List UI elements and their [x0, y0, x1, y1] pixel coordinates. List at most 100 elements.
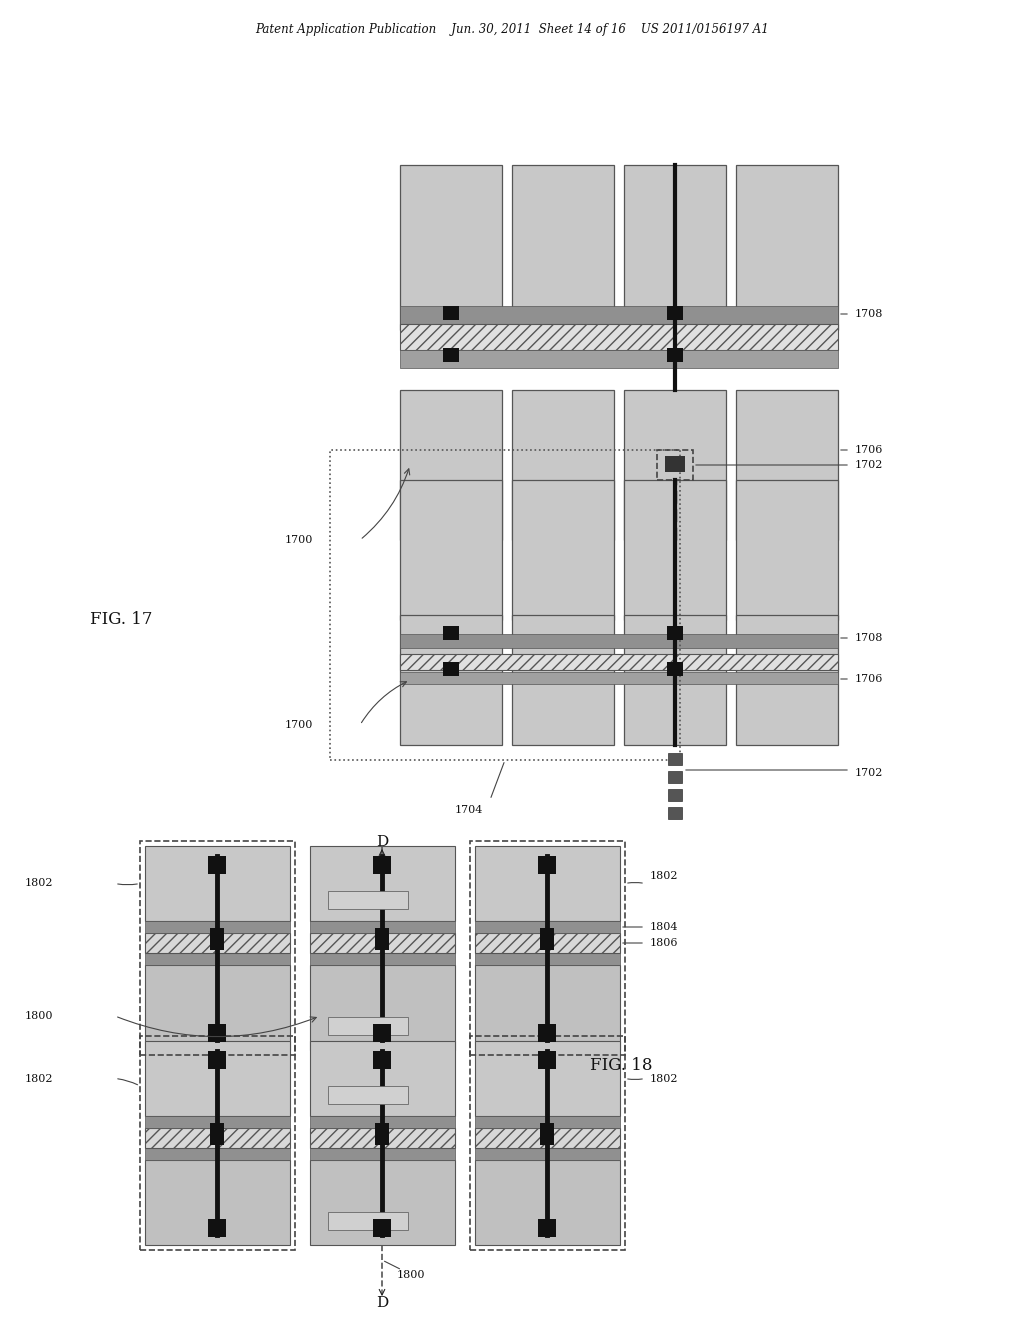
Text: 1700: 1700 — [285, 719, 313, 730]
Text: FIG. 18: FIG. 18 — [590, 1057, 652, 1074]
Text: 1802: 1802 — [650, 1073, 679, 1084]
Bar — [145, 1160, 290, 1245]
Bar — [538, 1024, 556, 1041]
Bar — [540, 928, 554, 939]
Bar — [475, 846, 620, 921]
Bar — [667, 348, 683, 362]
Bar — [145, 1115, 290, 1129]
Bar — [736, 480, 838, 620]
Bar — [512, 480, 614, 620]
Bar — [310, 1129, 455, 1148]
Bar — [512, 615, 614, 744]
Bar — [310, 1115, 455, 1129]
Bar — [624, 165, 726, 330]
Bar — [375, 935, 389, 950]
Bar — [512, 165, 614, 330]
Bar — [310, 933, 455, 953]
Text: 1808: 1808 — [355, 1022, 380, 1031]
Bar — [328, 1016, 408, 1035]
Text: 1802: 1802 — [650, 871, 679, 880]
Bar — [475, 1148, 620, 1160]
Bar — [475, 953, 620, 965]
Text: 1708: 1708 — [855, 634, 884, 643]
Text: 1704: 1704 — [455, 805, 483, 814]
Text: 1706: 1706 — [855, 445, 884, 455]
Bar — [145, 921, 290, 933]
Bar — [145, 965, 290, 1049]
Bar — [540, 935, 554, 950]
Bar — [400, 323, 838, 350]
Bar — [310, 1160, 455, 1245]
Bar — [665, 455, 685, 473]
Bar — [538, 1051, 556, 1069]
Bar — [310, 1041, 455, 1115]
Bar — [475, 965, 620, 1049]
Bar — [328, 891, 408, 909]
Bar — [375, 928, 389, 939]
Bar — [330, 450, 680, 760]
Bar — [145, 953, 290, 965]
Text: 1808: 1808 — [355, 1217, 380, 1225]
Bar — [375, 1123, 389, 1133]
Bar — [400, 672, 838, 684]
Bar — [310, 953, 455, 965]
Text: 1700: 1700 — [285, 535, 313, 545]
Bar — [475, 1115, 620, 1129]
Bar — [538, 855, 556, 874]
Bar — [475, 1041, 620, 1115]
Bar — [208, 1024, 226, 1041]
Bar — [145, 1129, 290, 1148]
Bar — [667, 306, 683, 319]
Bar — [475, 1160, 620, 1245]
Bar — [210, 1130, 224, 1144]
Text: 1702: 1702 — [855, 459, 884, 470]
Text: D: D — [376, 836, 388, 849]
Text: Patent Application Publication    Jun. 30, 2011  Sheet 14 of 16    US 2011/01561: Patent Application Publication Jun. 30, … — [255, 24, 769, 37]
Bar — [210, 928, 224, 939]
Bar — [443, 348, 459, 362]
Bar — [540, 1130, 554, 1144]
Bar — [470, 1036, 625, 1250]
Bar — [208, 855, 226, 874]
Bar — [475, 933, 620, 953]
Text: 1802: 1802 — [25, 1073, 53, 1084]
Bar — [140, 1036, 295, 1250]
Bar — [400, 306, 838, 323]
Bar — [736, 615, 838, 744]
Text: 1706: 1706 — [855, 675, 884, 684]
Bar — [145, 1041, 290, 1115]
Bar — [538, 1218, 556, 1237]
Bar — [328, 1086, 408, 1104]
Bar — [400, 350, 838, 368]
Bar — [310, 965, 455, 1049]
Bar — [668, 752, 682, 766]
Bar — [373, 1218, 391, 1237]
Bar — [373, 855, 391, 874]
Bar — [400, 165, 502, 330]
Bar — [145, 1148, 290, 1160]
Bar — [328, 1212, 408, 1230]
Bar — [310, 1148, 455, 1160]
Bar — [400, 389, 502, 540]
Bar — [210, 935, 224, 950]
Text: 1702: 1702 — [855, 768, 884, 777]
Text: 1804: 1804 — [650, 921, 679, 932]
Bar — [310, 846, 455, 921]
Bar — [657, 450, 693, 480]
Bar — [624, 615, 726, 744]
Bar — [400, 615, 502, 744]
Bar — [208, 1218, 226, 1237]
Bar — [373, 1051, 391, 1069]
Bar — [624, 480, 726, 620]
Bar — [668, 807, 682, 818]
Bar — [208, 1051, 226, 1069]
Bar — [145, 933, 290, 953]
Text: 1802: 1802 — [25, 879, 53, 888]
Text: 1708: 1708 — [855, 309, 884, 319]
Bar — [400, 653, 838, 671]
Text: FIG. 17: FIG. 17 — [90, 611, 153, 628]
Bar — [512, 389, 614, 540]
Bar — [736, 165, 838, 330]
Text: 1808: 1808 — [355, 1090, 380, 1100]
Bar — [667, 626, 683, 640]
